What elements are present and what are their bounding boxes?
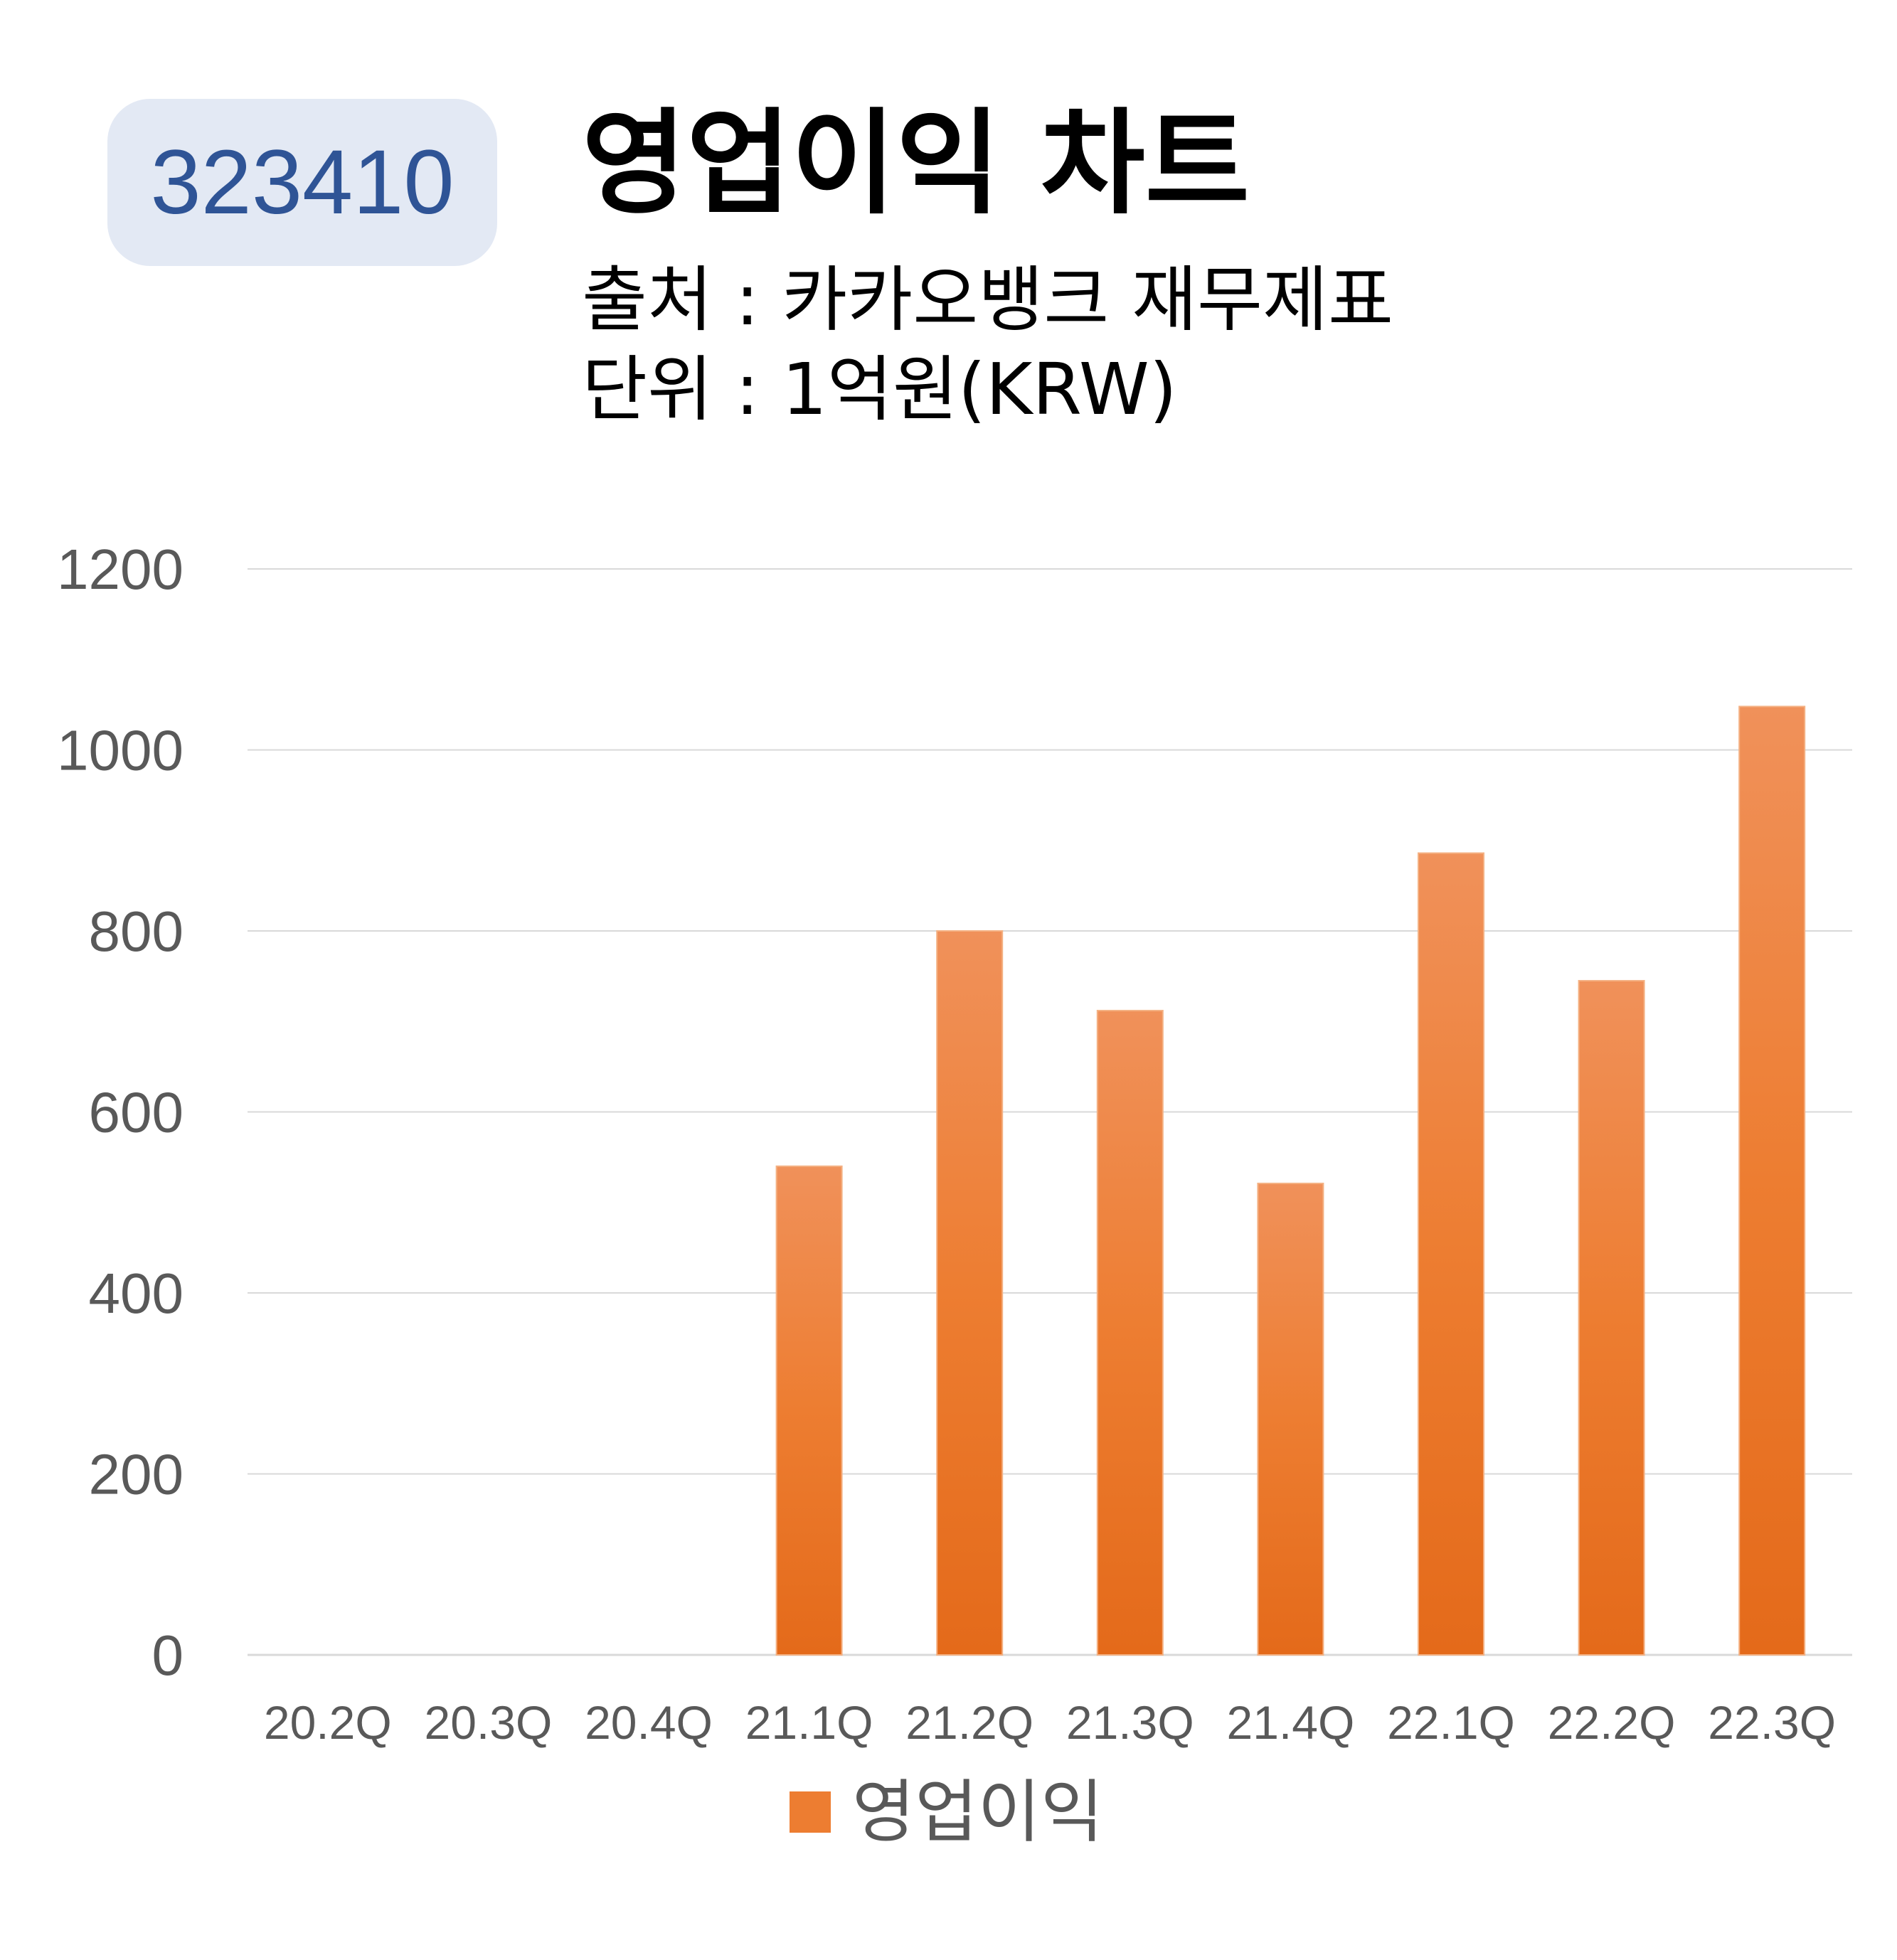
x-tick-label: 20.2Q [264, 1696, 392, 1749]
bar-22.2Q [1578, 979, 1645, 1656]
x-tick-label: 20.3Q [425, 1696, 553, 1749]
y-tick-label: 1200 [57, 538, 184, 601]
y-tick-label: 200 [89, 1443, 184, 1506]
bar-21.3Q [1096, 1009, 1164, 1656]
bar-21.1Q [775, 1165, 843, 1656]
x-tick-label: 22.1Q [1387, 1696, 1515, 1749]
bar-22.1Q [1418, 852, 1484, 1656]
x-tick-label: 22.3Q [1708, 1696, 1836, 1749]
x-axis-ticks: 20.2Q 20.3Q 20.4Q 21.1Q 21.2Q 21.3Q 21.4Q 22.1Q… [264, 1696, 1836, 1749]
source-note: 출처 : 카카오뱅크 재무제표 [582, 258, 1394, 341]
unit-note: 단위 : 1억원(KRW) [582, 348, 1177, 431]
x-tick-label: 21.4Q [1227, 1696, 1355, 1749]
y-tick-label: 1000 [57, 719, 184, 782]
bars [775, 705, 1806, 1656]
legend: 영업이익 [790, 1778, 1103, 1846]
x-tick-label: 22.2Q [1548, 1696, 1676, 1749]
x-tick-label: 20.4Q [585, 1696, 713, 1749]
x-tick-label: 21.3Q [1066, 1696, 1194, 1749]
bar-22.3Q [1738, 705, 1806, 1656]
chart-title: 영업이익 차트 [582, 97, 1250, 230]
gridlines [248, 568, 1852, 1656]
y-tick-label: 0 [152, 1624, 184, 1687]
legend-label: 영업이익 [852, 1772, 1104, 1852]
bar-21.2Q [936, 930, 1004, 1656]
x-tick-label: 21.1Q [745, 1696, 873, 1749]
y-tick-label: 600 [89, 1081, 184, 1144]
y-axis-ticks: 0 200 400 600 800 1000 1200 [57, 538, 184, 1687]
stock-code-badge: 323410 [107, 99, 497, 266]
bar-21.4Q [1257, 1183, 1324, 1656]
y-tick-label: 400 [89, 1262, 184, 1325]
y-tick-label: 800 [89, 900, 184, 963]
x-tick-label: 21.2Q [905, 1696, 1033, 1749]
legend-swatch [790, 1791, 831, 1833]
